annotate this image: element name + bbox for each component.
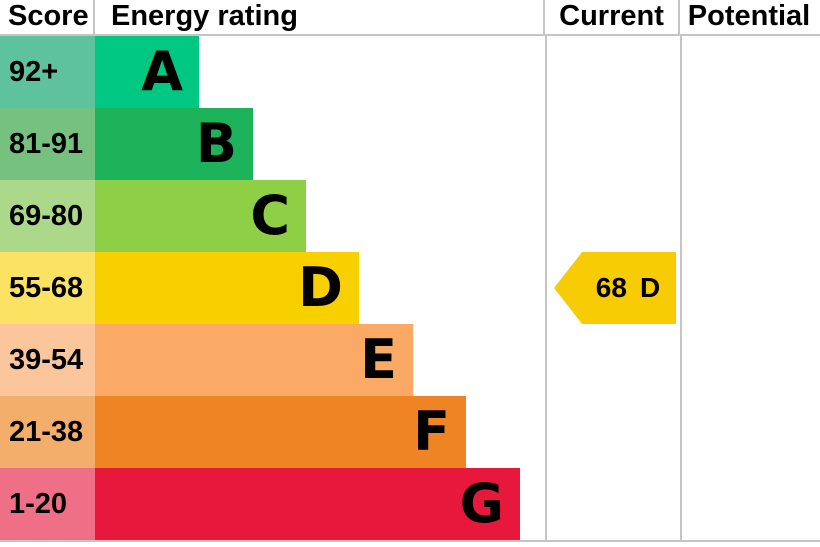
table-bottom-border: [0, 540, 820, 542]
epc-row-e: 39-54 E: [0, 324, 820, 396]
table-header: Score Energy rating Current Potential: [0, 0, 820, 36]
epc-row-d: 55-68 D: [0, 252, 820, 324]
header-potential: Potential: [678, 0, 818, 34]
score-range-d: 55-68: [0, 252, 95, 324]
epc-row-a: 92+ A: [0, 36, 820, 108]
epc-row-c: 69-80 C: [0, 180, 820, 252]
score-range-e: 39-54: [0, 324, 95, 396]
rating-bar-a: A: [95, 36, 199, 108]
header-current: Current: [543, 0, 678, 34]
rating-letter-e: E: [360, 328, 397, 391]
score-range-g: 1-20: [0, 468, 95, 540]
rating-bar-b: B: [95, 108, 253, 180]
rating-letter-b: B: [195, 112, 237, 175]
epc-row-b: 81-91 B: [0, 108, 820, 180]
rating-letter-c: C: [250, 184, 290, 247]
score-range-c: 69-80: [0, 180, 95, 252]
rating-bar-f: F: [95, 396, 466, 468]
rating-letter-d: D: [298, 256, 343, 319]
potential-column-border: [680, 36, 682, 540]
score-range-f: 21-38: [0, 396, 95, 468]
epc-body: 92+ A 81-91 B 69-80 C 55-68 D 39-54 E 21-38 F 1-20 G …: [0, 36, 820, 540]
header-score: Score: [0, 0, 95, 34]
rating-bar-e: E: [95, 324, 413, 396]
rating-letter-g: G: [459, 472, 504, 535]
rating-letter-a: A: [141, 40, 183, 103]
current-rating-marker: 68 D: [554, 252, 676, 324]
epc-rows: 92+ A 81-91 B 69-80 C 55-68 D 39-54 E 21-38 F 1-20 G: [0, 36, 820, 540]
score-range-a: 92+: [0, 36, 95, 108]
epc-row-f: 21-38 F: [0, 396, 820, 468]
score-range-b: 81-91: [0, 108, 95, 180]
rating-bar-g: G: [95, 468, 520, 540]
current-rating-letter: D: [639, 272, 661, 303]
current-score-value: 68: [595, 272, 627, 303]
rating-bar-d: D: [95, 252, 359, 324]
epc-row-g: 1-20 G: [0, 468, 820, 540]
current-column-border: [545, 36, 547, 540]
rating-letter-f: F: [413, 400, 450, 463]
header-energy-rating: Energy rating: [111, 0, 298, 32]
rating-bar-c: C: [95, 180, 306, 252]
